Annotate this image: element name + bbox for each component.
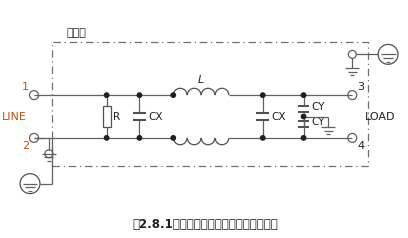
Circle shape [171,136,175,140]
Text: R: R [113,112,120,122]
Circle shape [137,93,142,97]
Circle shape [137,136,142,140]
Text: LOAD: LOAD [365,112,395,122]
Text: CX: CX [149,112,163,122]
Text: 4: 4 [357,141,364,151]
Text: CX: CX [272,112,286,122]
Circle shape [261,136,265,140]
Circle shape [302,93,306,97]
Bar [103,106,111,128]
Text: 1: 1 [22,82,29,92]
Text: ケース: ケース [67,28,87,38]
Circle shape [302,136,306,140]
Circle shape [104,93,109,97]
Bar [52,42,368,166]
Text: L: L [198,75,204,85]
Circle shape [104,136,109,140]
Circle shape [171,93,175,97]
Text: 2: 2 [22,141,29,151]
Circle shape [302,114,306,119]
Text: LINE: LINE [2,112,27,122]
Text: CY: CY [312,102,325,112]
Text: 3: 3 [357,82,364,92]
Circle shape [261,93,265,97]
Text: CY: CY [312,117,325,127]
Text: 図2.8.1　単相１段フィルタの回路構成例: 図2.8.1 単相１段フィルタの回路構成例 [132,218,278,231]
